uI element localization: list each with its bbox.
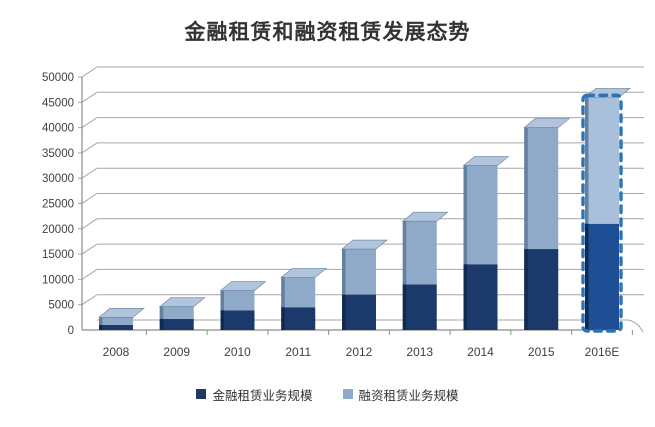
y-tick-label: 40000 (42, 123, 74, 135)
bar-segment-financial-leasing (402, 284, 437, 330)
y-tick-label: 50000 (42, 72, 74, 84)
y-tick-label: 10000 (42, 274, 74, 286)
y-tick-label: 45000 (42, 97, 74, 109)
bar-side-shade (281, 307, 285, 330)
gridline (78, 218, 644, 230)
bar-segment-finance-leasing (524, 127, 559, 250)
bar-side-shade (220, 290, 224, 311)
x-tick-label: 2015 (528, 345, 555, 359)
bar-top-face (462, 156, 510, 166)
y-tick-label: 30000 (42, 173, 74, 185)
finance-leasing-swatch-icon (342, 389, 353, 399)
y-tick-label: 25000 (42, 199, 74, 211)
bar-2013 (401, 211, 449, 330)
bar-side-shade (342, 249, 346, 295)
plot-area: 0 5000 10000 15000 20000 25000 30000 35000 40000… (42, 66, 644, 359)
gridline (78, 91, 644, 103)
bar-side-shade (402, 221, 407, 285)
x-tick-label: 2014 (467, 345, 494, 359)
bar-segment-finance-leasing (99, 317, 133, 325)
legend-item-finance-leasing: 融资租赁业务规模 (342, 385, 459, 404)
bar-2012 (341, 239, 388, 330)
x-tick-label: 2013 (406, 345, 433, 359)
bar-segment-financial-leasing (524, 249, 559, 330)
y-tick-label: 35000 (42, 148, 74, 160)
bar-segment-financial-leasing (281, 307, 316, 330)
x-tick-label: 2016E (585, 345, 620, 359)
bar-side-shade (524, 249, 528, 330)
bar-segment-financial-leasing (159, 318, 194, 330)
legend-label-finance-leasing: 融资租赁业务规模 (358, 389, 459, 403)
bar-side-shade (342, 294, 346, 330)
legend: 金融租赁业务规模 融资租赁业务规模 (0, 385, 655, 419)
bar-2011 (280, 268, 328, 330)
legend-label-financial-leasing: 金融租赁业务规模 (212, 389, 313, 403)
bar-side-shade (524, 127, 528, 250)
gridline (78, 117, 644, 129)
y-tick-label: 5000 (48, 300, 74, 312)
bar-side-shade (99, 324, 103, 330)
bar-segment-financial-leasing (220, 310, 255, 330)
gridline (78, 142, 644, 154)
x-tick-label: 2012 (346, 345, 373, 359)
gridline (78, 66, 644, 78)
floor-back-edge (97, 319, 644, 333)
bar-side-shade (463, 264, 467, 330)
bar-segment-finance-leasing (281, 277, 316, 308)
chart-title: 金融租赁和融资租赁发展态势 (184, 21, 471, 44)
bar-side-shade (220, 310, 224, 330)
x-tick-label: 2011 (285, 345, 311, 359)
x-tick-label: 2010 (224, 345, 251, 359)
bar-2014 (462, 156, 510, 330)
gridline (78, 193, 644, 204)
bar-side-shade (159, 318, 164, 330)
y-tick-label: 0 (68, 325, 74, 337)
bar-top-face (341, 239, 388, 250)
bar-side-shade (281, 277, 285, 308)
bar-side-shade (99, 317, 103, 325)
bar-segment-finance-leasing (402, 221, 437, 285)
y-tick-label: 15000 (42, 249, 74, 261)
bar-top-face (401, 211, 449, 222)
x-tick-label: 2008 (103, 345, 130, 359)
bar-top-face (219, 281, 267, 291)
x-tick-label: 2009 (163, 345, 190, 359)
bar-segment-finance-leasing (342, 249, 376, 295)
bar-2016E (581, 87, 631, 333)
y-tick-label: 20000 (42, 224, 74, 236)
bar-segment-financial-leasing (342, 294, 376, 330)
bar-segment-financial-leasing (463, 264, 498, 330)
bar-segment-financial-leasing (99, 324, 133, 330)
bar-segment-finance-leasing (220, 290, 255, 311)
bar-segment-financial-leasing (585, 223, 619, 330)
bar-2009 (158, 297, 206, 330)
bar-top-face (523, 118, 571, 128)
financial-leasing-swatch-icon (196, 389, 207, 399)
bar-side-shade (585, 223, 589, 330)
bar-segment-finance-leasing (463, 165, 498, 265)
bar-side-shade (585, 97, 589, 224)
bar-segment-finance-leasing (585, 97, 619, 224)
forecast-dashed-outline (581, 93, 623, 333)
bar-2010 (219, 281, 267, 330)
gridline (78, 167, 644, 179)
bar-side-shade (463, 165, 467, 265)
bar-top-face (98, 308, 145, 318)
bar-side-shade (402, 284, 407, 330)
bar-2008 (98, 308, 145, 330)
bar-top-face (280, 268, 328, 278)
legend-item-financial-leasing: 金融租赁业务规模 (196, 385, 313, 404)
bar-top-face (158, 297, 206, 308)
bar-2015 (523, 118, 571, 330)
bar-side-shade (159, 306, 164, 319)
bar-segment-finance-leasing (159, 306, 194, 319)
